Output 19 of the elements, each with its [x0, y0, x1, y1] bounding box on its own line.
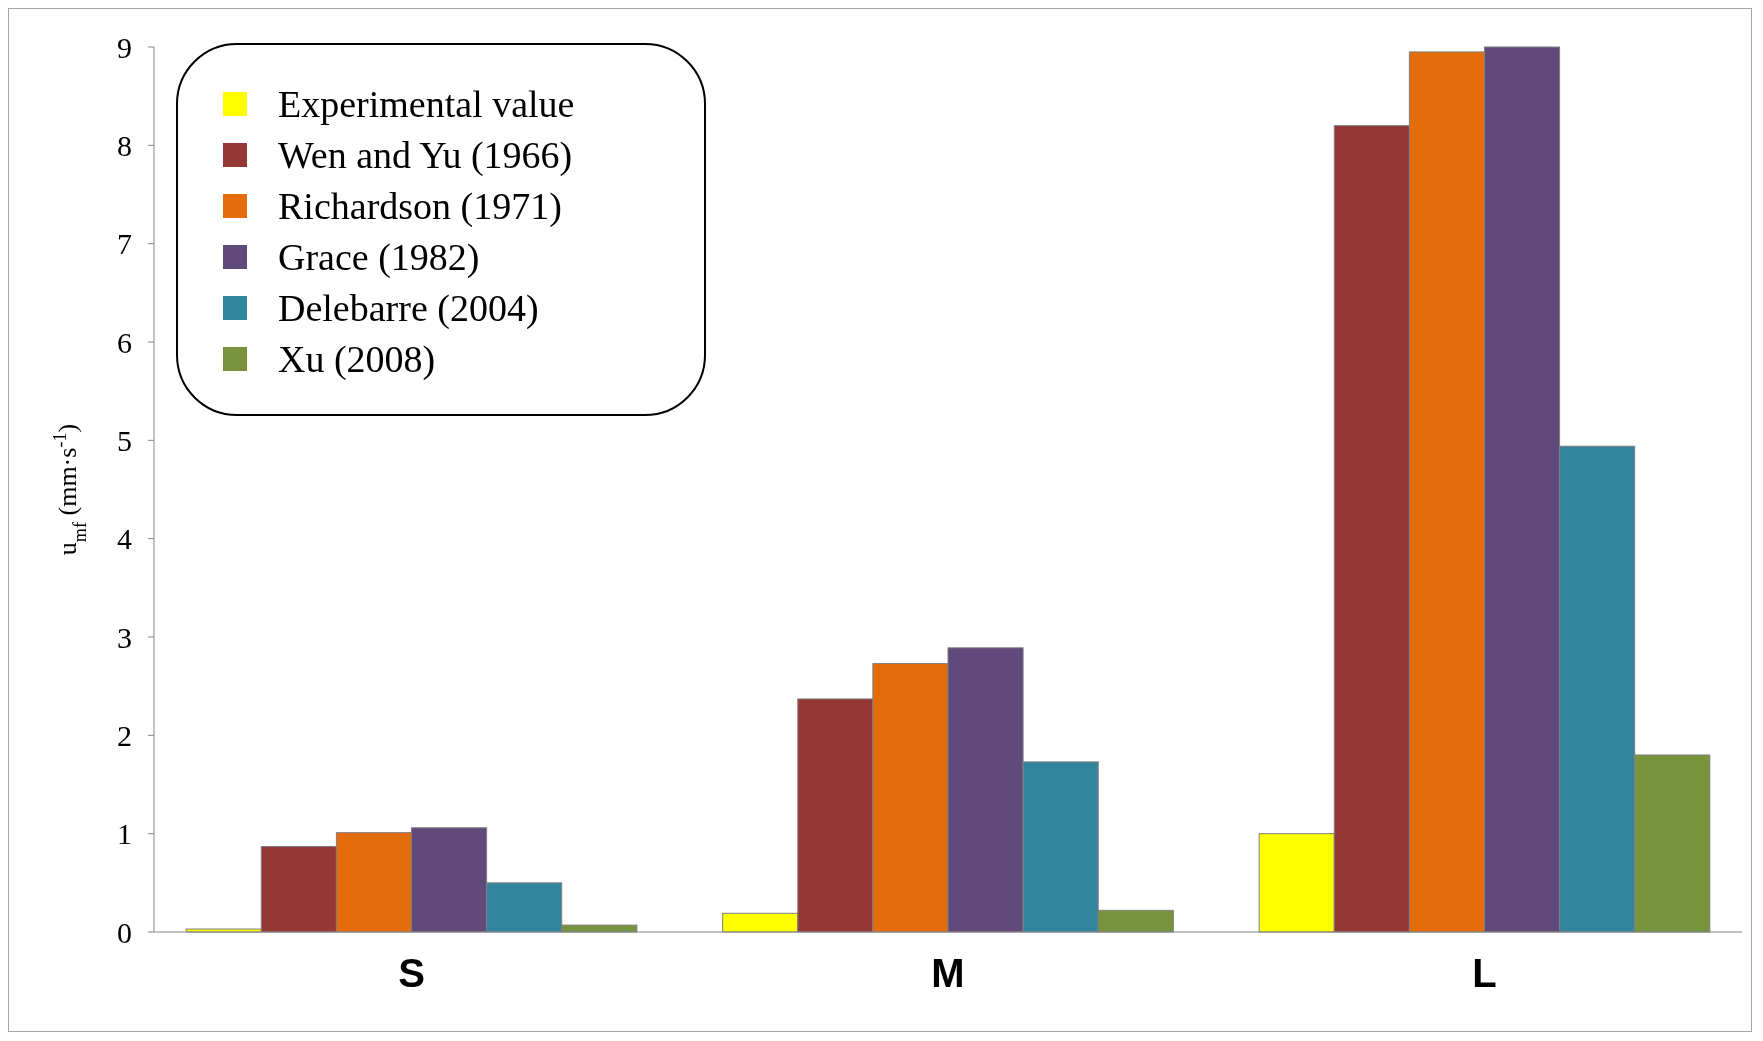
y-tick-label: 3 — [117, 620, 132, 654]
legend-label: Richardson (1971) — [278, 185, 562, 229]
y-tick-label: 2 — [117, 718, 132, 752]
y-tick-label: 4 — [117, 522, 132, 556]
x-tick-label: L — [1472, 951, 1497, 995]
y-tick-label: 9 — [117, 30, 132, 64]
y-tick-label: 8 — [117, 128, 132, 162]
y-tick-label: 7 — [117, 227, 132, 261]
y-tick-label: 6 — [117, 325, 132, 359]
legend-label: Xu (2008) — [278, 338, 436, 382]
legend-label: Wen and Yu (1966) — [278, 134, 573, 178]
y-tick-label: 1 — [117, 817, 132, 851]
legend-label: Delebarre (2004) — [278, 287, 539, 331]
y-tick-label: 5 — [117, 423, 132, 457]
y-tick-label: 0 — [117, 915, 132, 949]
x-tick-label: M — [931, 951, 965, 995]
legend-label: Grace (1982) — [278, 236, 480, 280]
legend-label: Experimental value — [278, 83, 575, 126]
x-tick-label: S — [398, 951, 425, 995]
